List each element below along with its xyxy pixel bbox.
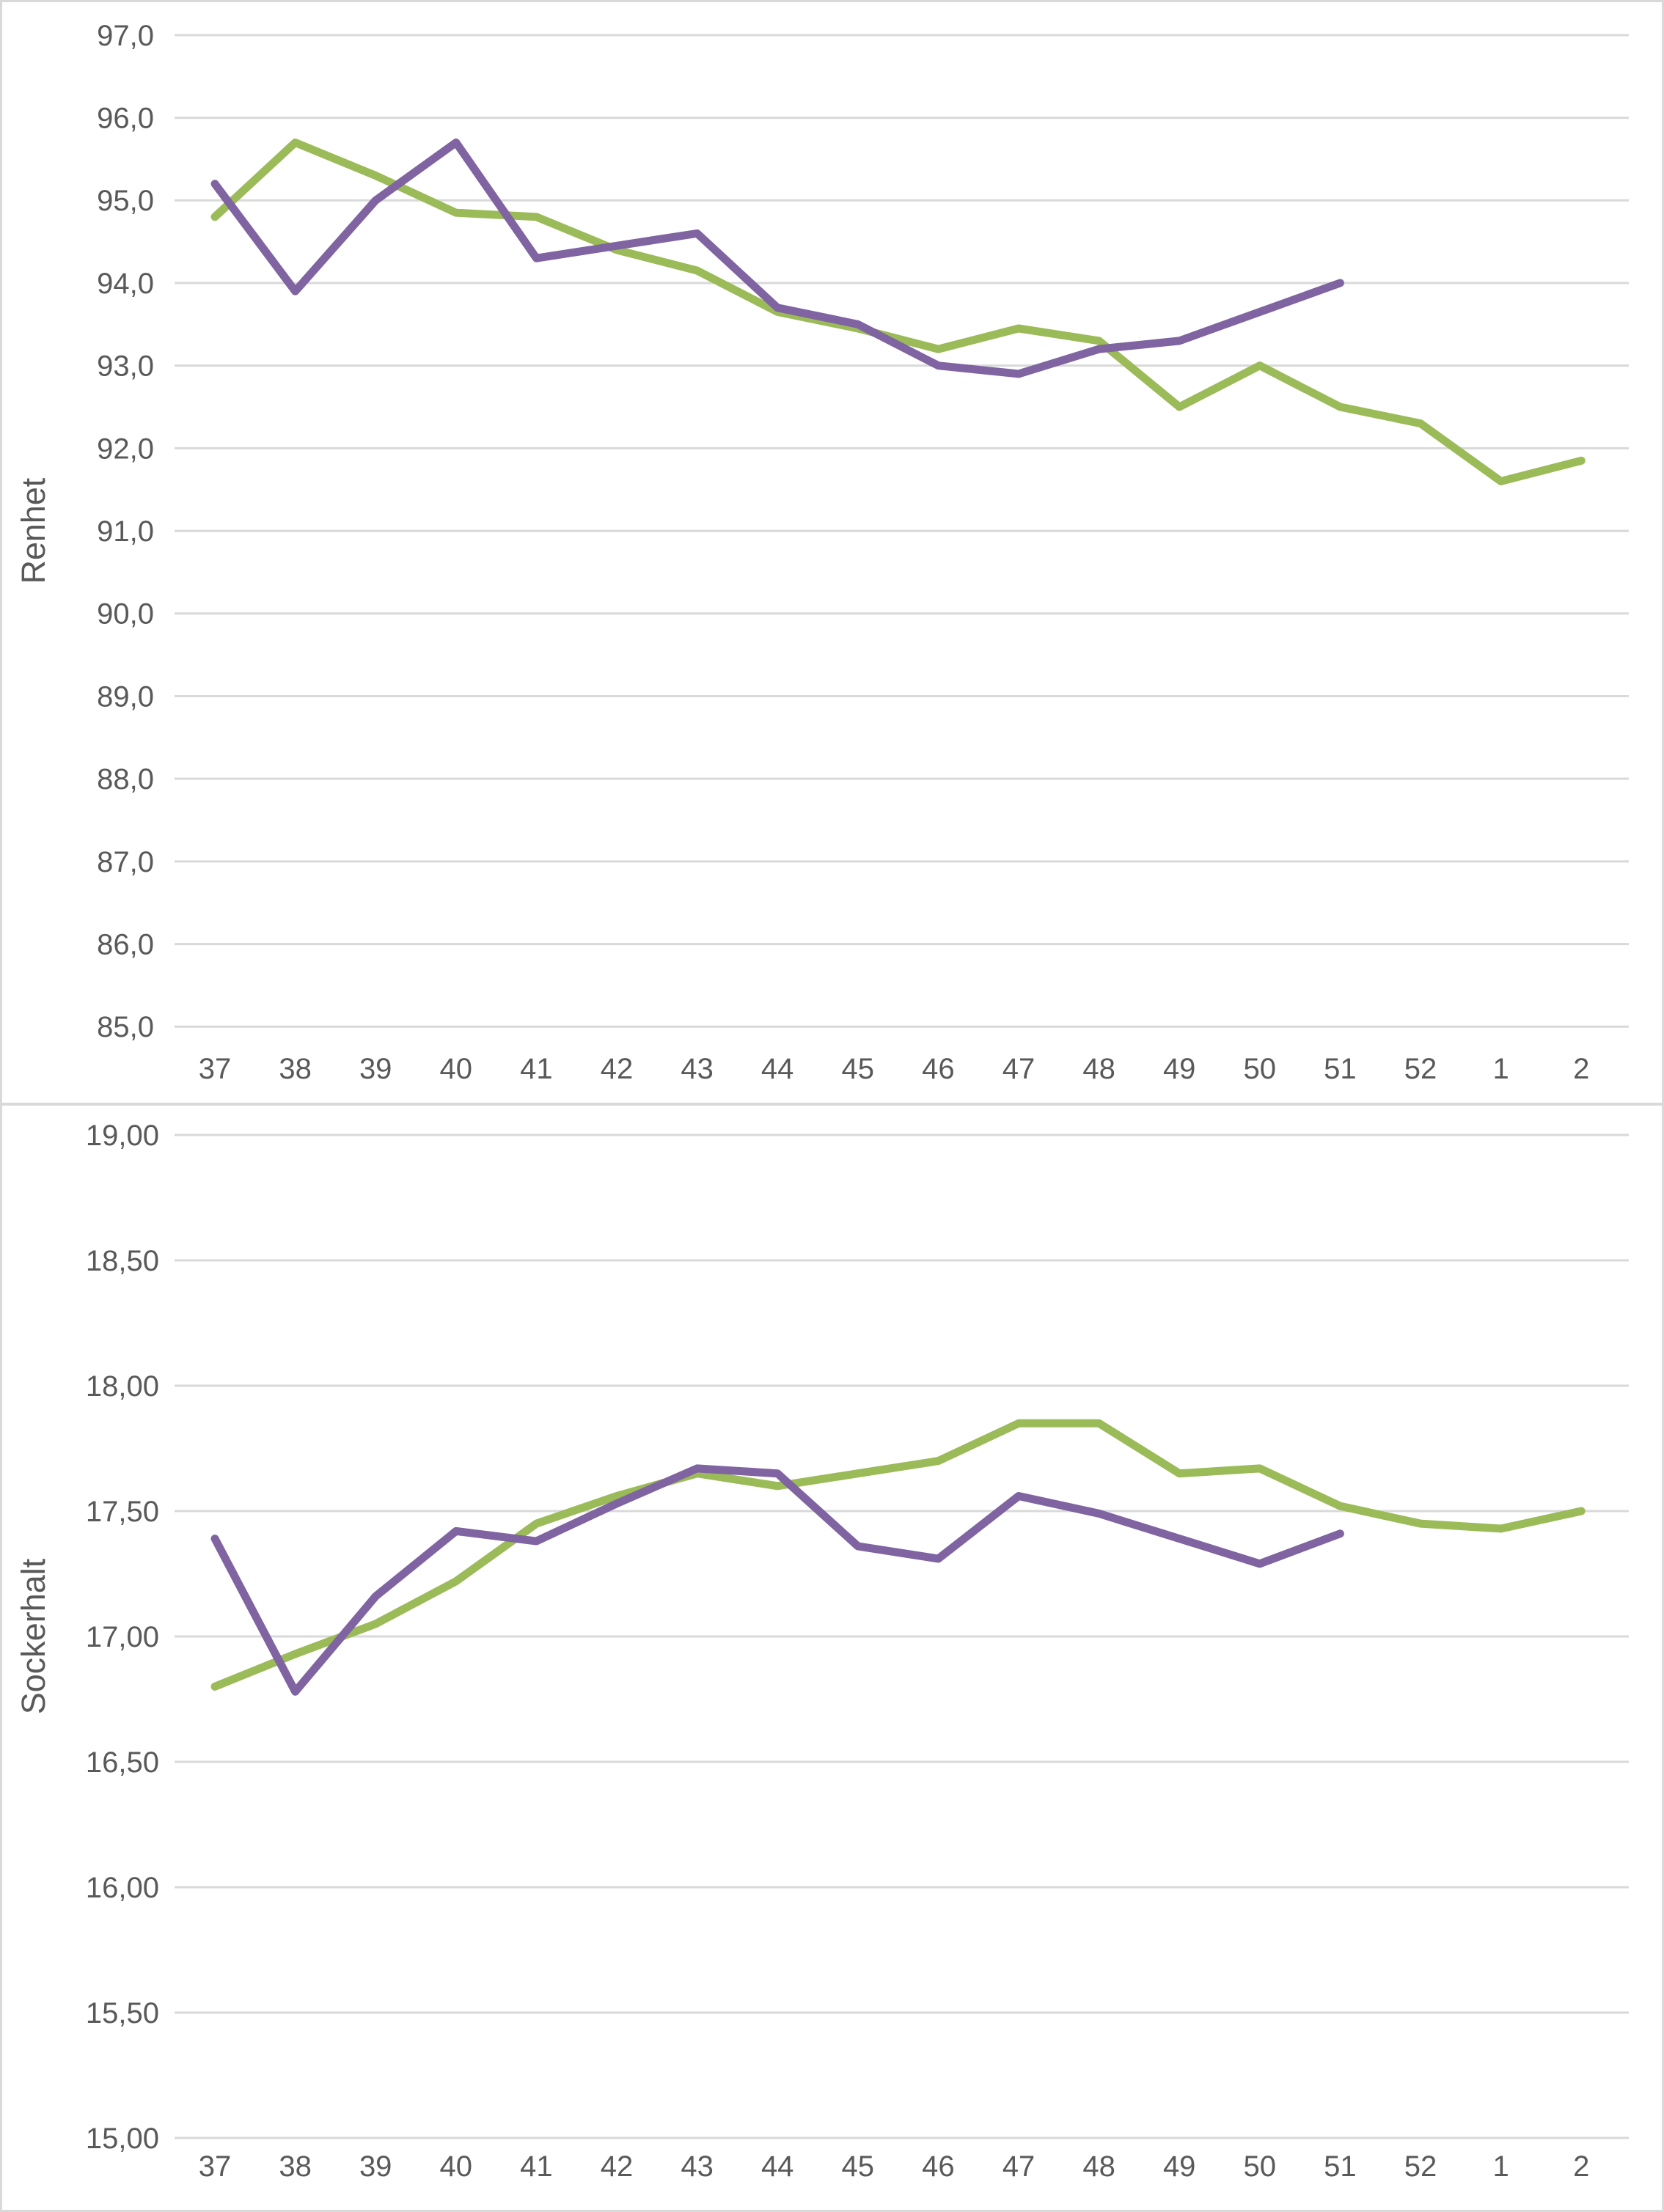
y-tick-label: 95,0 [97, 185, 154, 217]
x-tick-label: 37 [199, 2150, 232, 2183]
x-tick-label: 51 [1324, 2150, 1357, 2183]
sockerhalt-chart: 19,00 18,50 18,00 17,50 17,00 16,50 16,00 15,50… [15, 1120, 1629, 2183]
y-tick-label: 86,0 [97, 929, 154, 961]
x-tick-label: 48 [1082, 2150, 1115, 2183]
x-tick-label: 49 [1163, 1053, 1195, 1085]
x-tick-label: 46 [922, 1053, 954, 1085]
y-tick-label: 85,0 [97, 1011, 154, 1043]
y-tick-label: 18,00 [86, 1370, 159, 1403]
y-tick-label: 89,0 [97, 680, 154, 713]
x-tick-label: 52 [1404, 2150, 1437, 2183]
renhet-chart-panel: 97,0 96,0 95,0 94,0 93,0 92,0 91,0 90,0 89,0 88,0… [2, 2, 1662, 1106]
y-tick-label: 87,0 [97, 846, 154, 878]
sockerhalt-chart-panel: 19,00 18,50 18,00 17,50 17,00 16,50 16,00 15,50… [2, 1106, 1662, 2205]
x-tick-label: 44 [761, 2150, 794, 2183]
series-line-green-series [210, 1419, 1586, 1691]
x-tick-label: 37 [199, 1053, 231, 1085]
x-tick-label: 47 [1003, 1053, 1035, 1085]
y-axis-title: Renhet [15, 477, 52, 584]
y-tick-label: 90,0 [97, 598, 154, 631]
y-tick-label: 15,00 [86, 2123, 159, 2155]
x-tick-label: 48 [1082, 1053, 1115, 1085]
series-line-green-series [210, 138, 1586, 485]
x-tick-label: 49 [1163, 2150, 1196, 2183]
x-tick-label: 42 [601, 2150, 634, 2183]
y-tick-label: 16,50 [86, 1746, 159, 1779]
y-tick-label: 93,0 [97, 350, 154, 383]
x-tick-label: 1 [1492, 2150, 1509, 2183]
x-tick-label: 43 [681, 1053, 713, 1085]
x-tick-label: 39 [359, 1053, 392, 1085]
x-tick-label: 45 [842, 2150, 875, 2183]
y-tick-label: 19,00 [86, 1120, 159, 1152]
x-tick-label: 43 [681, 2150, 714, 2183]
y-tick-label: 96,0 [97, 103, 154, 135]
y-tick-label: 88,0 [97, 763, 154, 795]
x-tick-label: 40 [440, 1053, 472, 1085]
y-tick-label: 18,50 [86, 1245, 159, 1277]
y-tick-label: 92,0 [97, 433, 154, 465]
series-line-purple-series [210, 1464, 1344, 1696]
series-line-purple-series [210, 138, 1344, 378]
y-tick-label: 97,0 [97, 20, 154, 52]
x-tick-label: 41 [520, 2150, 553, 2183]
x-tick-label: 2 [1573, 1053, 1589, 1085]
x-tick-label: 38 [279, 1053, 311, 1085]
x-tick-label: 45 [842, 1053, 874, 1085]
x-tick-label: 47 [1003, 2150, 1036, 2183]
x-tick-label: 46 [922, 2150, 955, 2183]
x-tick-label: 50 [1244, 2150, 1277, 2183]
y-tick-label: 16,00 [86, 1872, 159, 1904]
renhet-chart: 97,0 96,0 95,0 94,0 93,0 92,0 91,0 90,0 89,0 88,0… [15, 20, 1629, 1085]
y-axis-title: Sockerhalt [15, 1558, 52, 1714]
x-tick-label: 44 [761, 1053, 793, 1085]
x-tick-label: 52 [1404, 1053, 1437, 1085]
x-tick-label: 41 [520, 1053, 552, 1085]
x-tick-label: 40 [440, 2150, 473, 2183]
x-tick-label: 38 [279, 2150, 312, 2183]
x-tick-label: 50 [1244, 1053, 1276, 1085]
x-tick-label: 42 [601, 1053, 633, 1085]
y-tick-label: 15,50 [86, 1997, 159, 2029]
y-tick-label: 94,0 [97, 268, 154, 300]
x-tick-label: 39 [359, 2150, 392, 2183]
y-tick-label: 91,0 [97, 515, 154, 548]
x-tick-label: 2 [1573, 2150, 1589, 2183]
x-tick-label: 1 [1492, 1053, 1509, 1085]
y-tick-label: 17,50 [86, 1496, 159, 1528]
x-tick-label: 51 [1324, 1053, 1356, 1085]
y-tick-label: 17,00 [86, 1621, 159, 1653]
